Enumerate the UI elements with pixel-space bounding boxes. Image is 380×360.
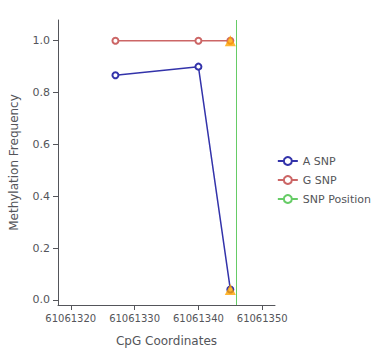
svg-text:61061330: 61061330 (109, 313, 160, 324)
svg-text:61061340: 61061340 (173, 313, 224, 324)
svg-text:CpG Coordinates: CpG Coordinates (116, 334, 217, 348)
svg-text:1.0: 1.0 (33, 34, 51, 47)
svg-text:G SNP: G SNP (303, 174, 337, 187)
svg-text:A SNP: A SNP (303, 155, 336, 168)
svg-text:0.8: 0.8 (33, 86, 51, 99)
svg-text:61061320: 61061320 (45, 313, 96, 324)
svg-text:61061350: 61061350 (237, 313, 288, 324)
svg-text:0.0: 0.0 (33, 293, 51, 306)
svg-text:0.6: 0.6 (33, 138, 51, 151)
svg-text:0.2: 0.2 (33, 242, 51, 255)
svg-text:Methylation Frequency: Methylation Frequency (7, 94, 21, 231)
svg-text:SNP Position: SNP Position (303, 193, 371, 206)
svg-text:0.4: 0.4 (33, 190, 51, 203)
